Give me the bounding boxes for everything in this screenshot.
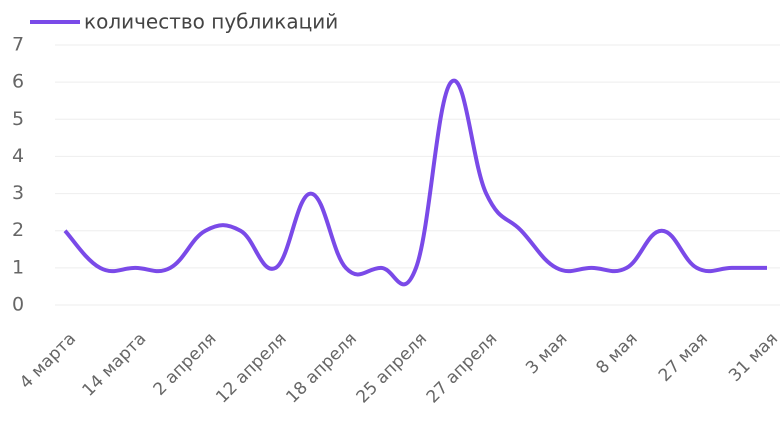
x-tick-label: 14 марта <box>79 329 151 401</box>
x-tick-label: 2 апреля <box>150 329 221 400</box>
x-tick-label: 18 апреля <box>282 329 360 407</box>
y-tick-label: 7 <box>12 34 24 56</box>
x-tick-label: 8 мая <box>592 329 641 378</box>
y-tick-label: 4 <box>12 145 24 167</box>
y-tick-label: 3 <box>12 182 24 204</box>
legend-label: количество публикаций <box>84 10 338 34</box>
x-tick-label: 12 апреля <box>212 329 290 407</box>
x-tick-label: 3 мая <box>522 329 571 378</box>
y-tick-label: 6 <box>12 71 24 93</box>
x-tick-label: 4 марта <box>16 329 80 393</box>
x-tick-label: 27 апреля <box>423 329 501 407</box>
x-tick-label: 27 мая <box>655 329 712 386</box>
x-tick-label: 25 апреля <box>353 329 431 407</box>
y-tick-label: 1 <box>12 256 24 278</box>
y-tick-label: 5 <box>12 108 24 130</box>
y-tick-label: 2 <box>12 219 24 241</box>
line <box>63 78 767 287</box>
y-tick-label: 0 <box>12 294 24 316</box>
x-tick-label: 31 мая <box>725 329 780 386</box>
